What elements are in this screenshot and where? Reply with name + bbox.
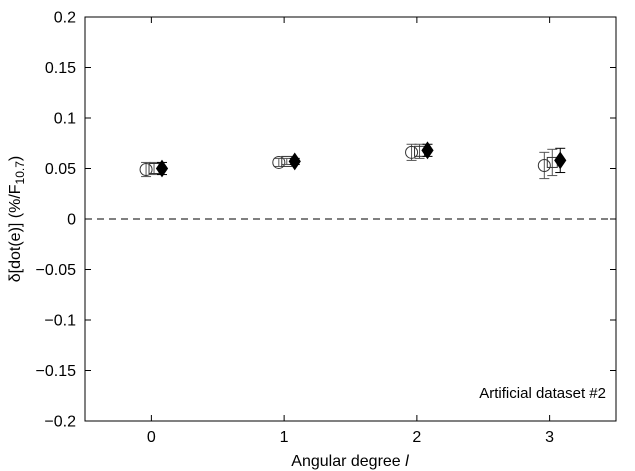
y-tick-label: −0.2 xyxy=(44,414,76,431)
y-tick-label: −0.15 xyxy=(36,363,77,380)
data-point-circle xyxy=(139,163,153,177)
y-tick-label: −0.1 xyxy=(44,313,76,330)
y-tick-label: 0.05 xyxy=(45,161,76,178)
annotation: Artificial dataset #2 xyxy=(479,385,606,402)
y-axis-label: δ[dot(e)] (%/F10.7) xyxy=(7,156,27,283)
x-tick-label: 2 xyxy=(412,429,421,446)
plot-frame xyxy=(84,16,617,422)
x-tick-label: 1 xyxy=(280,429,289,446)
data-point-diamond xyxy=(155,159,169,178)
data-point-circle xyxy=(272,155,286,169)
data-point-circle xyxy=(405,145,419,159)
data-point-circle xyxy=(537,158,551,172)
y-tick-label: 0.1 xyxy=(54,111,76,128)
x-tick-label: 3 xyxy=(545,429,554,446)
y-tick-label: −0.05 xyxy=(36,262,77,279)
y-tick-label: 0 xyxy=(67,212,76,229)
data-point-diamond xyxy=(554,151,567,170)
data-point-diamond xyxy=(421,141,434,160)
x-axis-label: Angular degree l xyxy=(291,453,409,470)
x-tick-label: 0 xyxy=(147,429,156,446)
y-tick-label: 0.15 xyxy=(45,60,76,77)
y-tick-label: 0.2 xyxy=(54,10,76,27)
data-point-diamond xyxy=(288,152,301,171)
